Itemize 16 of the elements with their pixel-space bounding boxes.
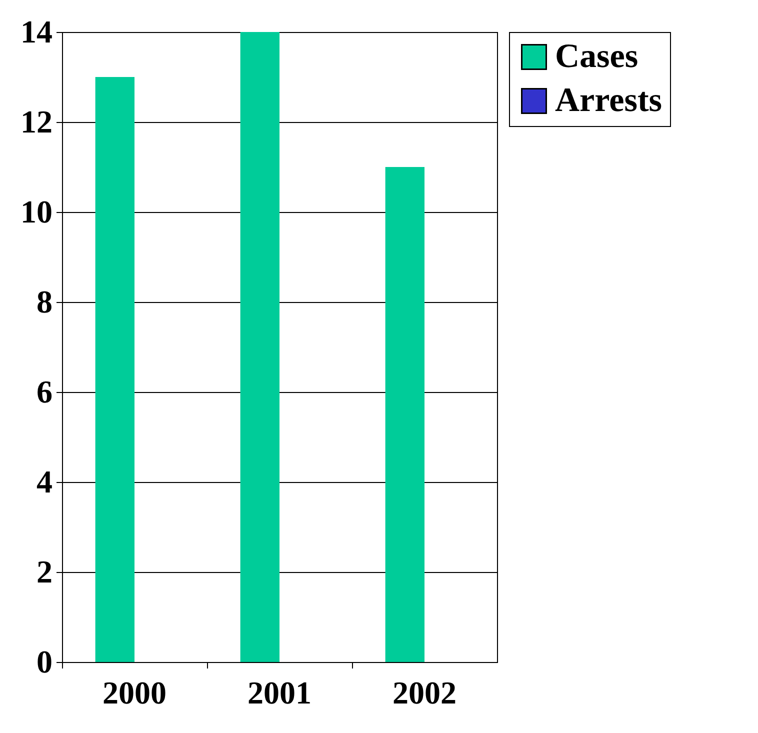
x-tick-label: 2002 (392, 674, 456, 710)
x-tick-label: 2000 (102, 674, 166, 710)
bar (385, 167, 424, 662)
y-tick-label: 0 (36, 644, 52, 680)
y-tick-label: 4 (36, 464, 52, 500)
legend-label: Arrests (555, 82, 662, 119)
x-tick-label: 2001 (248, 674, 312, 710)
y-tick-label: 14 (20, 14, 52, 50)
bar (95, 77, 134, 662)
y-tick-label: 12 (20, 104, 52, 140)
y-tick-label: 2 (36, 554, 52, 590)
y-tick-label: 10 (20, 194, 52, 230)
y-tick-label: 6 (36, 374, 52, 410)
legend-label: Cases (555, 38, 638, 75)
y-tick-label: 8 (36, 284, 52, 320)
bar (240, 32, 280, 662)
